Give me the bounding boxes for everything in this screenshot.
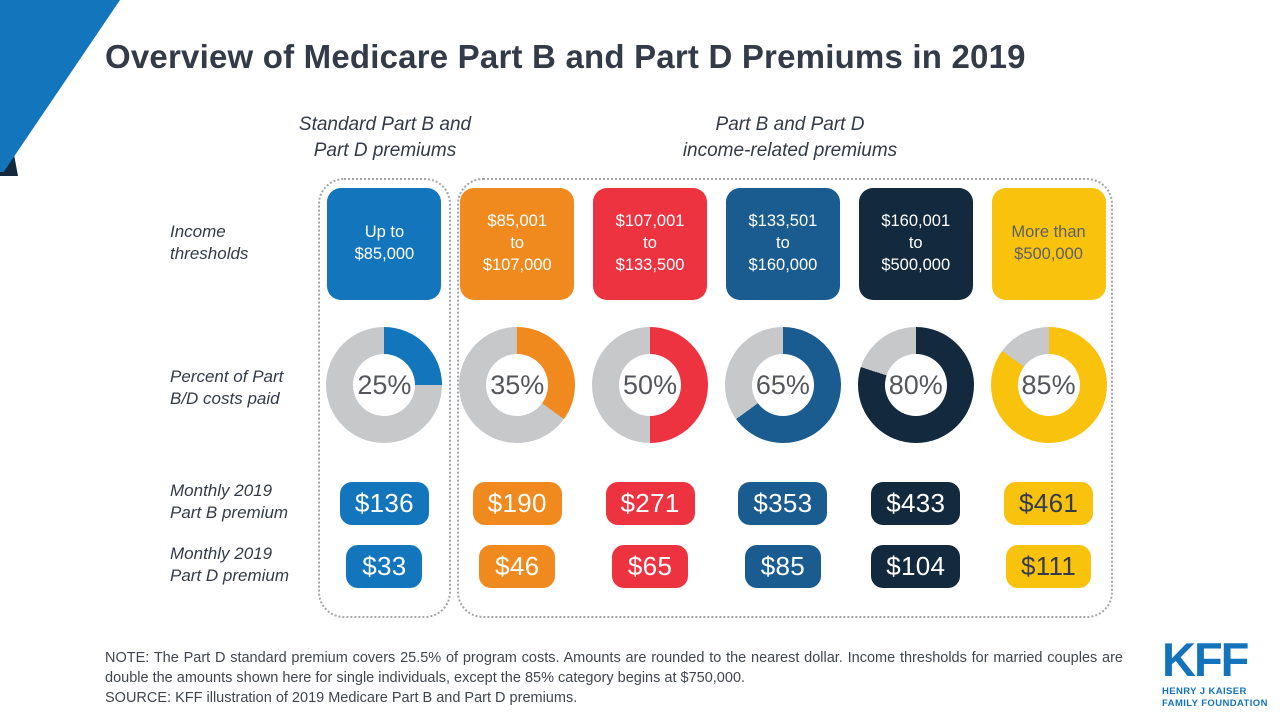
kff-logo: KFF HENRY J KAISER FAMILY FOUNDATION <box>1162 633 1276 709</box>
donut-percent-label: 25% <box>357 369 412 400</box>
part-b-premium-pill: $353 <box>738 482 828 525</box>
donut-hole: 65% <box>751 354 814 416</box>
part-d-premium-pill: $65 <box>612 545 689 588</box>
income-related-premiums-dotted-container <box>457 178 1113 618</box>
part-d-premium-pill: $46 <box>479 545 556 588</box>
part-b-premium-row: $136 $190 $271 $353 $433 $461 <box>318 482 1115 525</box>
donut-chart: 25% <box>326 327 443 443</box>
page-title: Overview of Medicare Part B and Part D P… <box>105 38 1026 75</box>
donut-chart: 35% <box>459 327 576 443</box>
donut-hole: 80% <box>884 354 947 416</box>
donut-chart: 80% <box>857 327 974 443</box>
donut-hole: 50% <box>619 354 682 416</box>
donut-percent-label: 85% <box>1021 369 1076 400</box>
row-label-part-d-premium: Monthly 2019 Part D premium <box>170 544 290 585</box>
income-thresholds-row: Up to $85,000 $85,001 to $107,000 $107,0… <box>318 188 1115 300</box>
footer-notes: NOTE: The Part D standard premium covers… <box>105 648 1123 708</box>
income-threshold-box: $160,001 to $500,000 <box>858 188 973 300</box>
corner-accent-blue-triangle <box>0 0 120 172</box>
donut-percent-label: 35% <box>490 369 545 400</box>
kff-tagline: HENRY J KAISER FAMILY FOUNDATION <box>1162 685 1268 709</box>
part-d-premium-pill: $111 <box>1005 545 1092 588</box>
donut-percent-label: 50% <box>623 369 678 400</box>
donut-hole: 85% <box>1017 354 1080 416</box>
source-text: SOURCE: KFF illustration of 2019 Medicar… <box>105 690 578 706</box>
group-header-standard: Standard Part B and Part D premiums <box>298 114 472 161</box>
percent-costs-paid-row: 25% 35% 50% 65% 80% 85% <box>318 327 1115 443</box>
donut-percent-label: 80% <box>888 369 943 400</box>
row-label-percent-costs-paid: Percent of Part B/D costs paid <box>170 367 284 408</box>
donut-hole: 35% <box>486 354 549 416</box>
donut-hole: 25% <box>353 354 416 416</box>
part-d-premium-pill: $33 <box>346 545 423 588</box>
standard-premiums-dotted-container <box>318 178 451 618</box>
income-threshold-box: $85,001 to $107,000 <box>460 188 575 300</box>
note-text: NOTE: The Part D standard premium covers… <box>105 650 1123 686</box>
row-label-income-thresholds: Income thresholds <box>170 222 249 263</box>
part-b-premium-pill: $136 <box>339 482 429 525</box>
row-label-part-b-premium: Monthly 2019 Part B premium <box>170 481 289 522</box>
part-b-premium-pill: $433 <box>871 482 961 525</box>
part-b-premium-pill: $190 <box>472 482 562 525</box>
donut-chart: 65% <box>724 327 841 443</box>
group-header-income-related: Part B and Part D income-related premium… <box>682 114 898 161</box>
part-b-premium-pill: $271 <box>605 482 695 525</box>
part-d-premium-row: $33 $46 $65 $85 $104 $111 <box>318 545 1115 588</box>
income-threshold-box: $107,001 to $133,500 <box>593 188 708 300</box>
donut-percent-label: 65% <box>755 369 810 400</box>
income-threshold-box: Up to $85,000 <box>327 188 442 300</box>
donut-chart: 85% <box>990 327 1107 443</box>
income-threshold-box: More than $500,000 <box>991 188 1106 300</box>
part-d-premium-pill: $85 <box>744 545 821 588</box>
part-d-premium-pill: $104 <box>871 545 961 588</box>
kff-wordmark: KFF <box>1162 633 1249 686</box>
part-b-premium-pill: $461 <box>1004 482 1094 525</box>
income-threshold-box: $133,501 to $160,000 <box>725 188 840 300</box>
donut-chart: 50% <box>592 327 709 443</box>
